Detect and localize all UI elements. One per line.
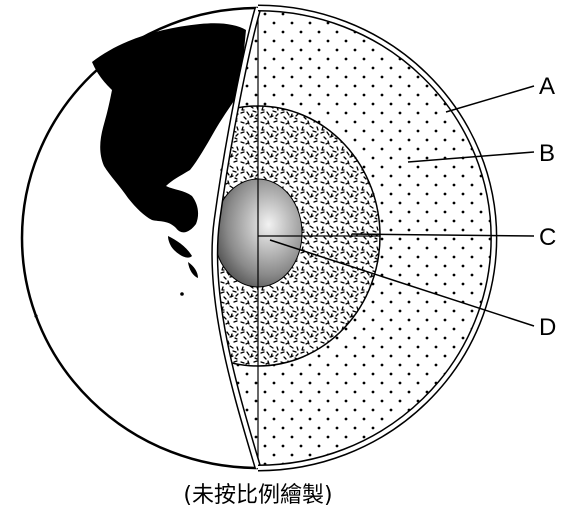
label-a: A — [539, 73, 555, 100]
leader-line-d — [269, 239, 535, 327]
leader-line-a — [445, 85, 535, 113]
label-b: B — [539, 140, 555, 167]
label-d: D — [539, 314, 556, 341]
label-c: C — [539, 224, 556, 251]
diagram-caption: (未按比例繪製) — [183, 483, 332, 508]
leader-line-c — [351, 233, 535, 237]
leader-line-b — [407, 151, 535, 163]
